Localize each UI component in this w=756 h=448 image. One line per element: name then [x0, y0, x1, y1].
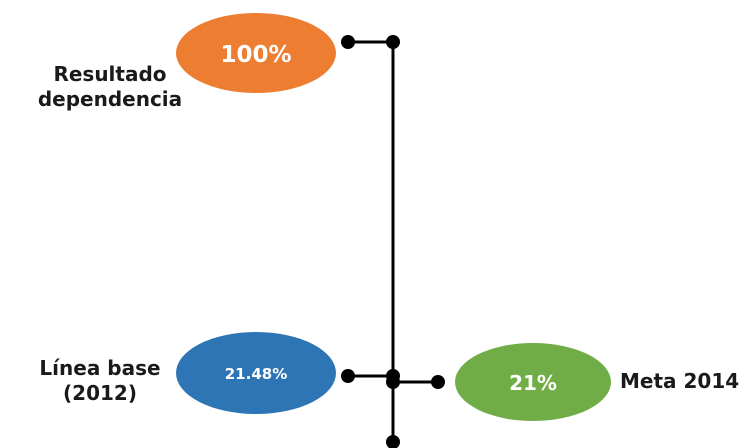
- target-value: 21%: [509, 371, 557, 395]
- baseline-connector-dot-left: [341, 369, 355, 383]
- baseline-oval: [176, 332, 336, 414]
- target-oval: [455, 343, 611, 421]
- baseline-value: 21.48%: [225, 365, 287, 383]
- result-label: Resultado dependencia: [20, 62, 200, 112]
- axis-bottom-dot: [386, 435, 400, 448]
- baseline-label-line1: Línea base: [39, 356, 161, 380]
- target-connector-dot-right: [431, 375, 445, 389]
- result-label-line2: dependencia: [37, 87, 183, 111]
- target-label-text: Meta 2014: [620, 369, 740, 393]
- target-connector-dot-axis: [386, 375, 400, 389]
- target-label: Meta 2014: [620, 369, 756, 394]
- result-oval: [176, 13, 336, 93]
- baseline-label: Línea base (2012): [10, 356, 190, 406]
- result-connector-dot-right: [386, 35, 400, 49]
- result-value: 100%: [220, 42, 291, 68]
- result-label-line1: Resultado: [53, 62, 167, 86]
- baseline-label-line2: (2012): [63, 381, 137, 405]
- result-connector-dot-left: [341, 35, 355, 49]
